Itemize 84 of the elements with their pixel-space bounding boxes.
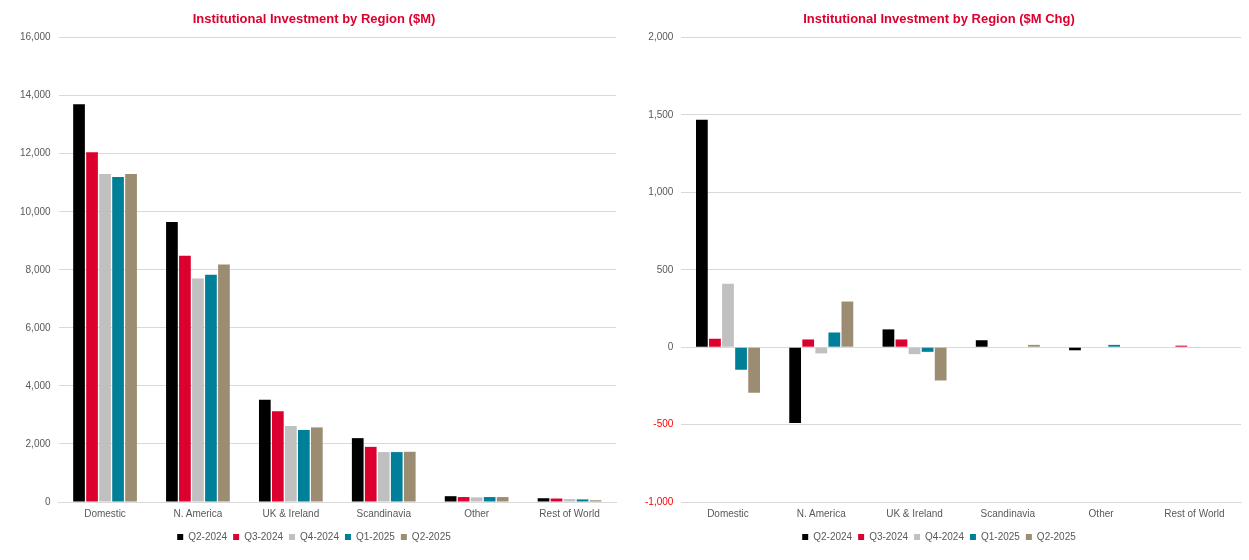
legend-label: Q2-2024 [188, 530, 228, 542]
y-tick-label: 1,000 [648, 186, 674, 198]
bar [735, 347, 747, 370]
bar [696, 119, 708, 347]
bar [895, 339, 908, 347]
x-tick-label: UK & Ireland [886, 507, 943, 519]
bar [179, 255, 191, 502]
bar [311, 427, 323, 502]
bar [496, 497, 509, 502]
bar [192, 278, 204, 502]
bar [789, 347, 802, 424]
y-tick-label: -1,000 [645, 495, 674, 507]
y-tick-label: 4,000 [25, 379, 52, 391]
bar [457, 497, 470, 502]
bar [390, 452, 403, 502]
bar [722, 283, 734, 347]
y-tick-label: 16,000 [19, 31, 52, 43]
bar [815, 347, 828, 354]
bar [99, 174, 111, 502]
legend-label: Q2-2025 [411, 530, 452, 542]
bar [218, 264, 230, 502]
y-tick-label: 8,000 [25, 263, 52, 275]
bar [271, 411, 284, 502]
legend-label: Q4-2024 [300, 530, 340, 542]
bar [934, 347, 947, 381]
bar [403, 451, 416, 502]
legend-label: Q1-2025 [980, 530, 1021, 542]
y-tick-label: 2,000 [648, 31, 674, 43]
bar [166, 221, 178, 502]
bar [351, 438, 364, 502]
legend-label: Q1-2025 [355, 530, 396, 542]
x-tick-label: N. America [173, 507, 223, 519]
x-tick-label: UK & Ireland [262, 507, 320, 519]
legend-label: Q4-2024 [925, 530, 965, 542]
y-tick-label: 1,500 [648, 108, 674, 120]
x-tick-label: Rest of World [1164, 507, 1225, 519]
bar [364, 446, 377, 502]
y-tick-label: 2,000 [25, 437, 52, 449]
chart-title: Institutional Investment by Region ($M Chg) [803, 11, 1075, 27]
x-tick-label: Domestic [707, 507, 749, 519]
y-tick-label: 500 [656, 263, 674, 275]
y-tick-label: 12,000 [19, 147, 52, 159]
bar [563, 499, 576, 502]
y-tick-label: 10,000 [19, 205, 52, 217]
x-tick-label: Scandinavia [980, 507, 1036, 519]
bar [112, 176, 124, 502]
bar [748, 347, 760, 393]
bar [284, 425, 297, 502]
bar [205, 274, 217, 502]
legend-label: Q2-2025 [1036, 530, 1077, 542]
bar [125, 174, 137, 502]
bar [483, 497, 496, 502]
y-tick-label: -500 [653, 418, 674, 430]
bar [444, 496, 457, 502]
x-tick-label: Scandinavia [356, 507, 412, 519]
legend-label: Q3-2024 [869, 530, 909, 542]
bar [975, 340, 988, 347]
bar [882, 329, 895, 347]
y-tick-label: 0 [45, 495, 52, 507]
bar [576, 499, 589, 502]
legend-label: Q2-2024 [813, 530, 853, 542]
bar [258, 399, 271, 502]
bar [298, 430, 310, 502]
x-tick-label: Other [464, 507, 490, 519]
x-tick-label: Other [1088, 507, 1115, 519]
x-tick-label: N. America [796, 507, 847, 519]
y-tick-label: 14,000 [19, 89, 52, 101]
bar [73, 104, 85, 502]
bar [550, 498, 563, 502]
x-tick-label: Rest of World [539, 507, 600, 519]
y-tick-label: 0 [667, 340, 674, 352]
bar [537, 498, 550, 502]
chart-title: Institutional Investment by Region ($M) [192, 11, 436, 27]
bar [86, 152, 98, 502]
bar [802, 339, 815, 347]
legend-label: Q3-2024 [244, 530, 284, 542]
bar [921, 347, 934, 352]
x-tick-label: Domestic [84, 507, 126, 519]
bar [841, 301, 854, 347]
y-tick-label: 6,000 [25, 321, 52, 333]
bar [828, 332, 841, 347]
bar [709, 338, 721, 347]
bar [470, 497, 483, 502]
bar [377, 452, 390, 502]
